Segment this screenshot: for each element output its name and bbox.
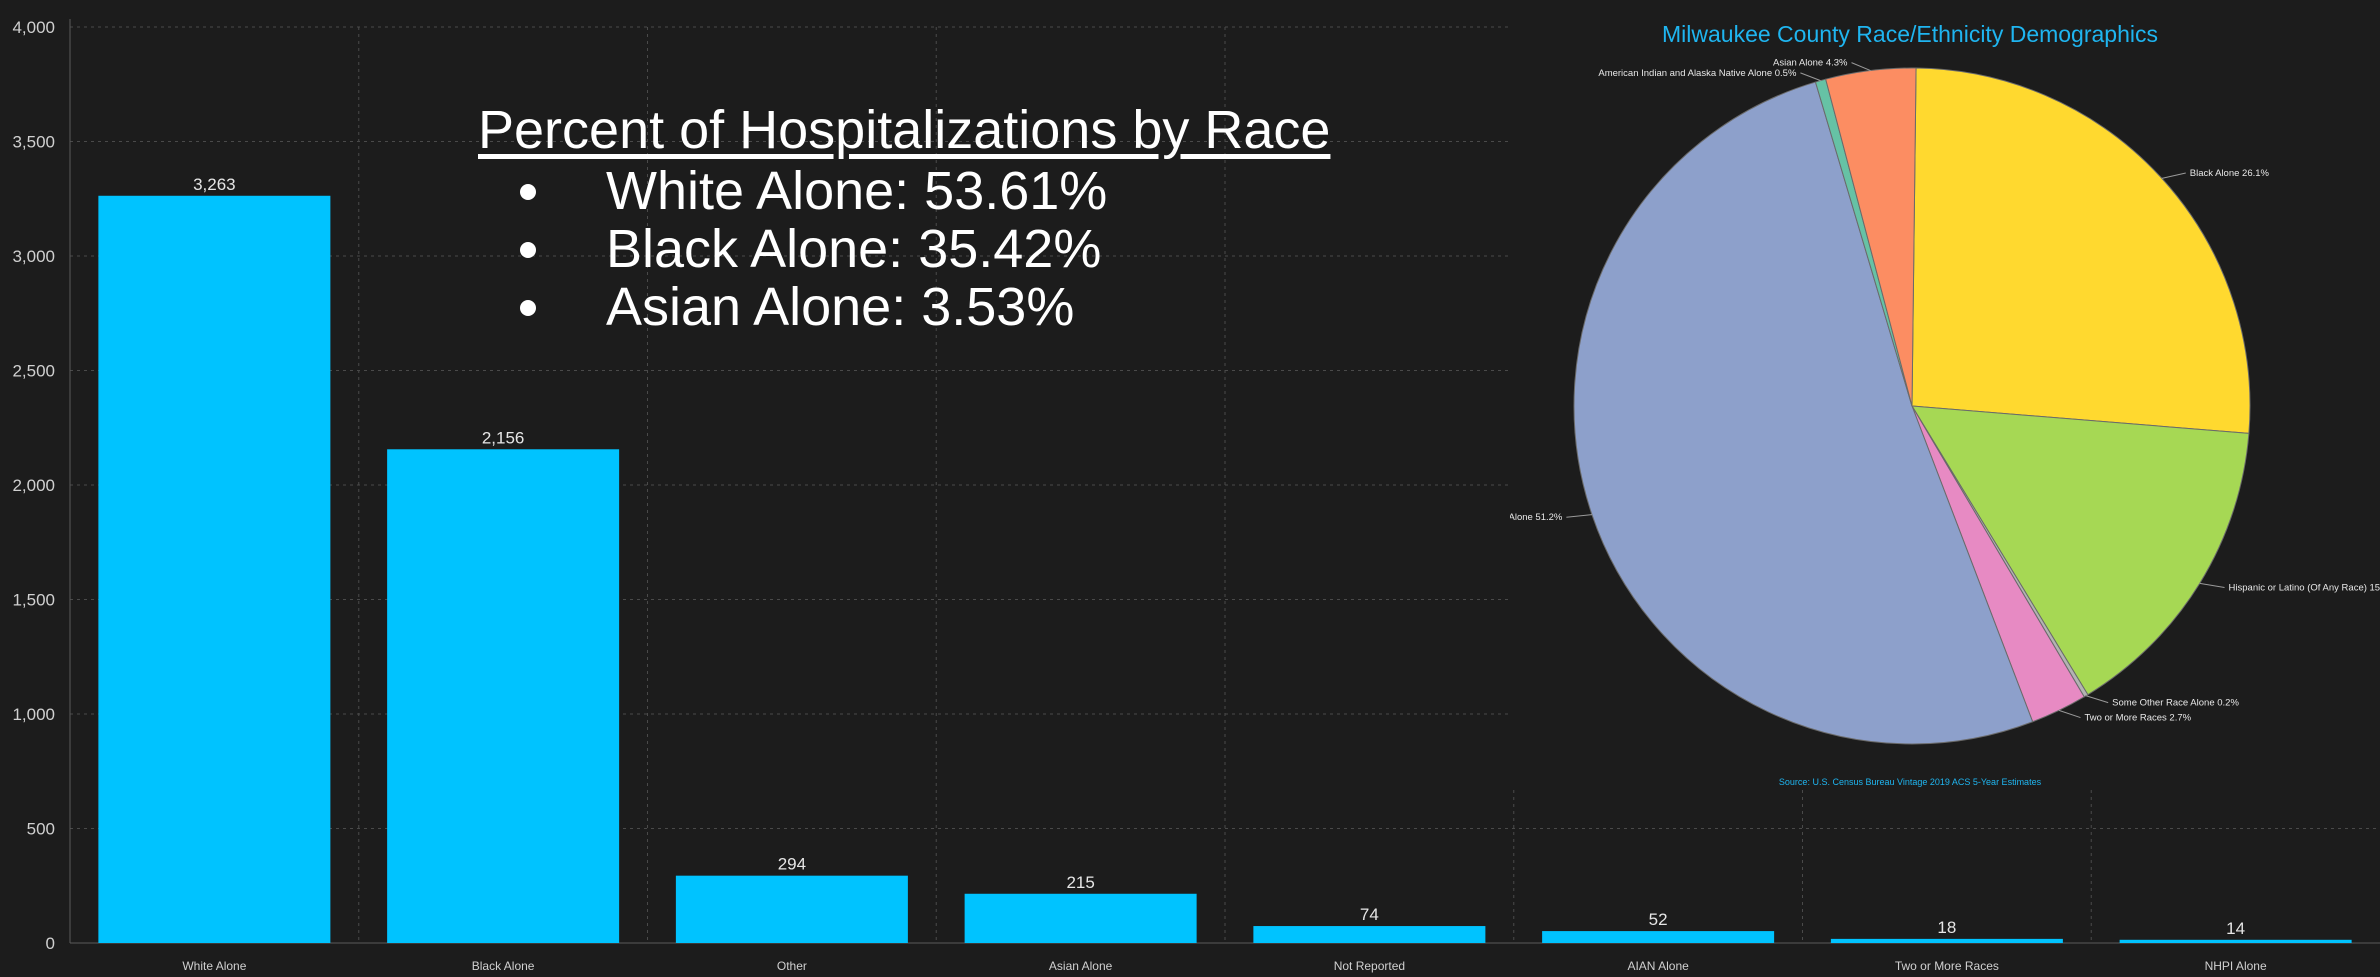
pie-slice-label: White Alone 51.2% <box>1510 512 1563 523</box>
pie-slice-label: Hispanic or Latino (Of Any Race) 15% <box>2229 583 2380 594</box>
pie-leader-line <box>1800 72 1821 82</box>
bar-data-label: 3,263 <box>193 175 236 194</box>
pie-slice <box>1911 67 2251 434</box>
y-tick-label: 4,000 <box>12 18 55 37</box>
bar-data-label: 294 <box>778 855 806 874</box>
pie-chart-source: Source: U.S. Census Bureau Vintage 2019 … <box>1779 777 2042 787</box>
pie-leader-line <box>2085 695 2109 704</box>
y-tick-label: 0 <box>46 934 55 953</box>
bullet-icon <box>520 300 536 316</box>
x-tick-label: Asian Alone <box>1049 959 1113 973</box>
bar <box>387 449 620 943</box>
pie-slice-label: Some Other Race Alone 0.2% <box>2112 698 2239 709</box>
pie-slice <box>1911 405 2250 696</box>
bar <box>2119 939 2352 943</box>
pie-slice-label: Black Alone 26.1% <box>2190 168 2270 179</box>
bar <box>675 875 908 943</box>
bar-data-label: 18 <box>1937 918 1956 937</box>
bar-chart-data-labels: 3,263 2,156 294 215 74 52 18 14 <box>193 175 2245 938</box>
x-tick-label: Not Reported <box>1334 959 1405 973</box>
x-tick-label: Black Alone <box>472 959 535 973</box>
callout-item-text: White Alone: 53.61% <box>606 161 1108 221</box>
bar-chart-x-axis: White Alone Black Alone Other Asian Alone No… <box>182 959 2267 973</box>
y-tick-label: 1,500 <box>12 591 55 610</box>
pie-slices <box>1573 67 2251 745</box>
pie-slice-label: Asian Alone 4.3% <box>1773 58 1848 69</box>
pie-leader-line <box>1851 62 1871 72</box>
callout-item-asian: Asian Alone: 3.53% <box>478 278 1330 336</box>
bar-data-label: 2,156 <box>482 428 525 447</box>
pie-slice-labels: Black Alone 26.1% Hispanic or Latino (Of … <box>1482 58 2380 724</box>
bullet-icon <box>520 184 536 200</box>
bar-data-label: 52 <box>1649 910 1668 929</box>
bar <box>1542 931 1775 943</box>
x-tick-label: NHPI Alone <box>2205 959 2267 973</box>
bar <box>1830 938 2063 943</box>
y-tick-label: 1,000 <box>12 705 55 724</box>
bullet-icon <box>520 242 536 258</box>
y-tick-label: 3,500 <box>12 133 55 152</box>
x-tick-label: AIAN Alone <box>1627 959 1689 973</box>
bar-chart-bars <box>98 195 2352 943</box>
callout-heading: Percent of Hospitalizations by Race <box>478 100 1331 160</box>
x-tick-label: Two or More Races <box>1895 959 1999 973</box>
y-tick-label: 2,000 <box>12 476 55 495</box>
callout-item-black: Black Alone: 35.42% <box>478 220 1330 278</box>
callout-item-text: Asian Alone: 3.53% <box>606 277 1075 337</box>
x-tick-label: White Alone <box>182 959 246 973</box>
bar <box>964 893 1197 943</box>
pie-chart-title: Milwaukee County Race/Ethnicity Demograp… <box>1662 21 2158 47</box>
callout-list: White Alone: 53.61% Black Alone: 35.42% … <box>478 162 1330 336</box>
pie-leader-line <box>1566 514 1592 518</box>
pie-leader-line <box>2058 709 2081 719</box>
callout-item-text: Black Alone: 35.42% <box>606 219 1102 279</box>
bar <box>98 195 331 943</box>
bar-data-label: 14 <box>2226 919 2245 938</box>
pie-slice-label: American Indian and Alaska Native Alone … <box>1598 68 1797 79</box>
y-tick-label: 500 <box>27 820 55 839</box>
y-tick-label: 3,000 <box>12 247 55 266</box>
pie-leader-line <box>2161 172 2186 179</box>
pie-chart: Milwaukee County Race/Ethnicity Demograp… <box>1482 21 2380 787</box>
bar <box>1253 926 1486 943</box>
pie-leader-line <box>2199 582 2225 589</box>
y-tick-label: 2,500 <box>12 362 55 381</box>
x-tick-label: Other <box>777 959 807 973</box>
bar-data-label: 74 <box>1360 905 1379 924</box>
callout-item-white: White Alone: 53.61% <box>478 162 1330 220</box>
bar-data-label: 215 <box>1066 873 1094 892</box>
pie-chart-panel: Milwaukee County Race/Ethnicity Demograp… <box>1482 0 2380 790</box>
pie-slice-label: Two or More Races 2.7% <box>2084 713 2191 724</box>
hospitalization-callout: Percent of Hospitalizations by Race Whit… <box>478 98 1330 336</box>
pie-slice <box>1573 81 2034 745</box>
